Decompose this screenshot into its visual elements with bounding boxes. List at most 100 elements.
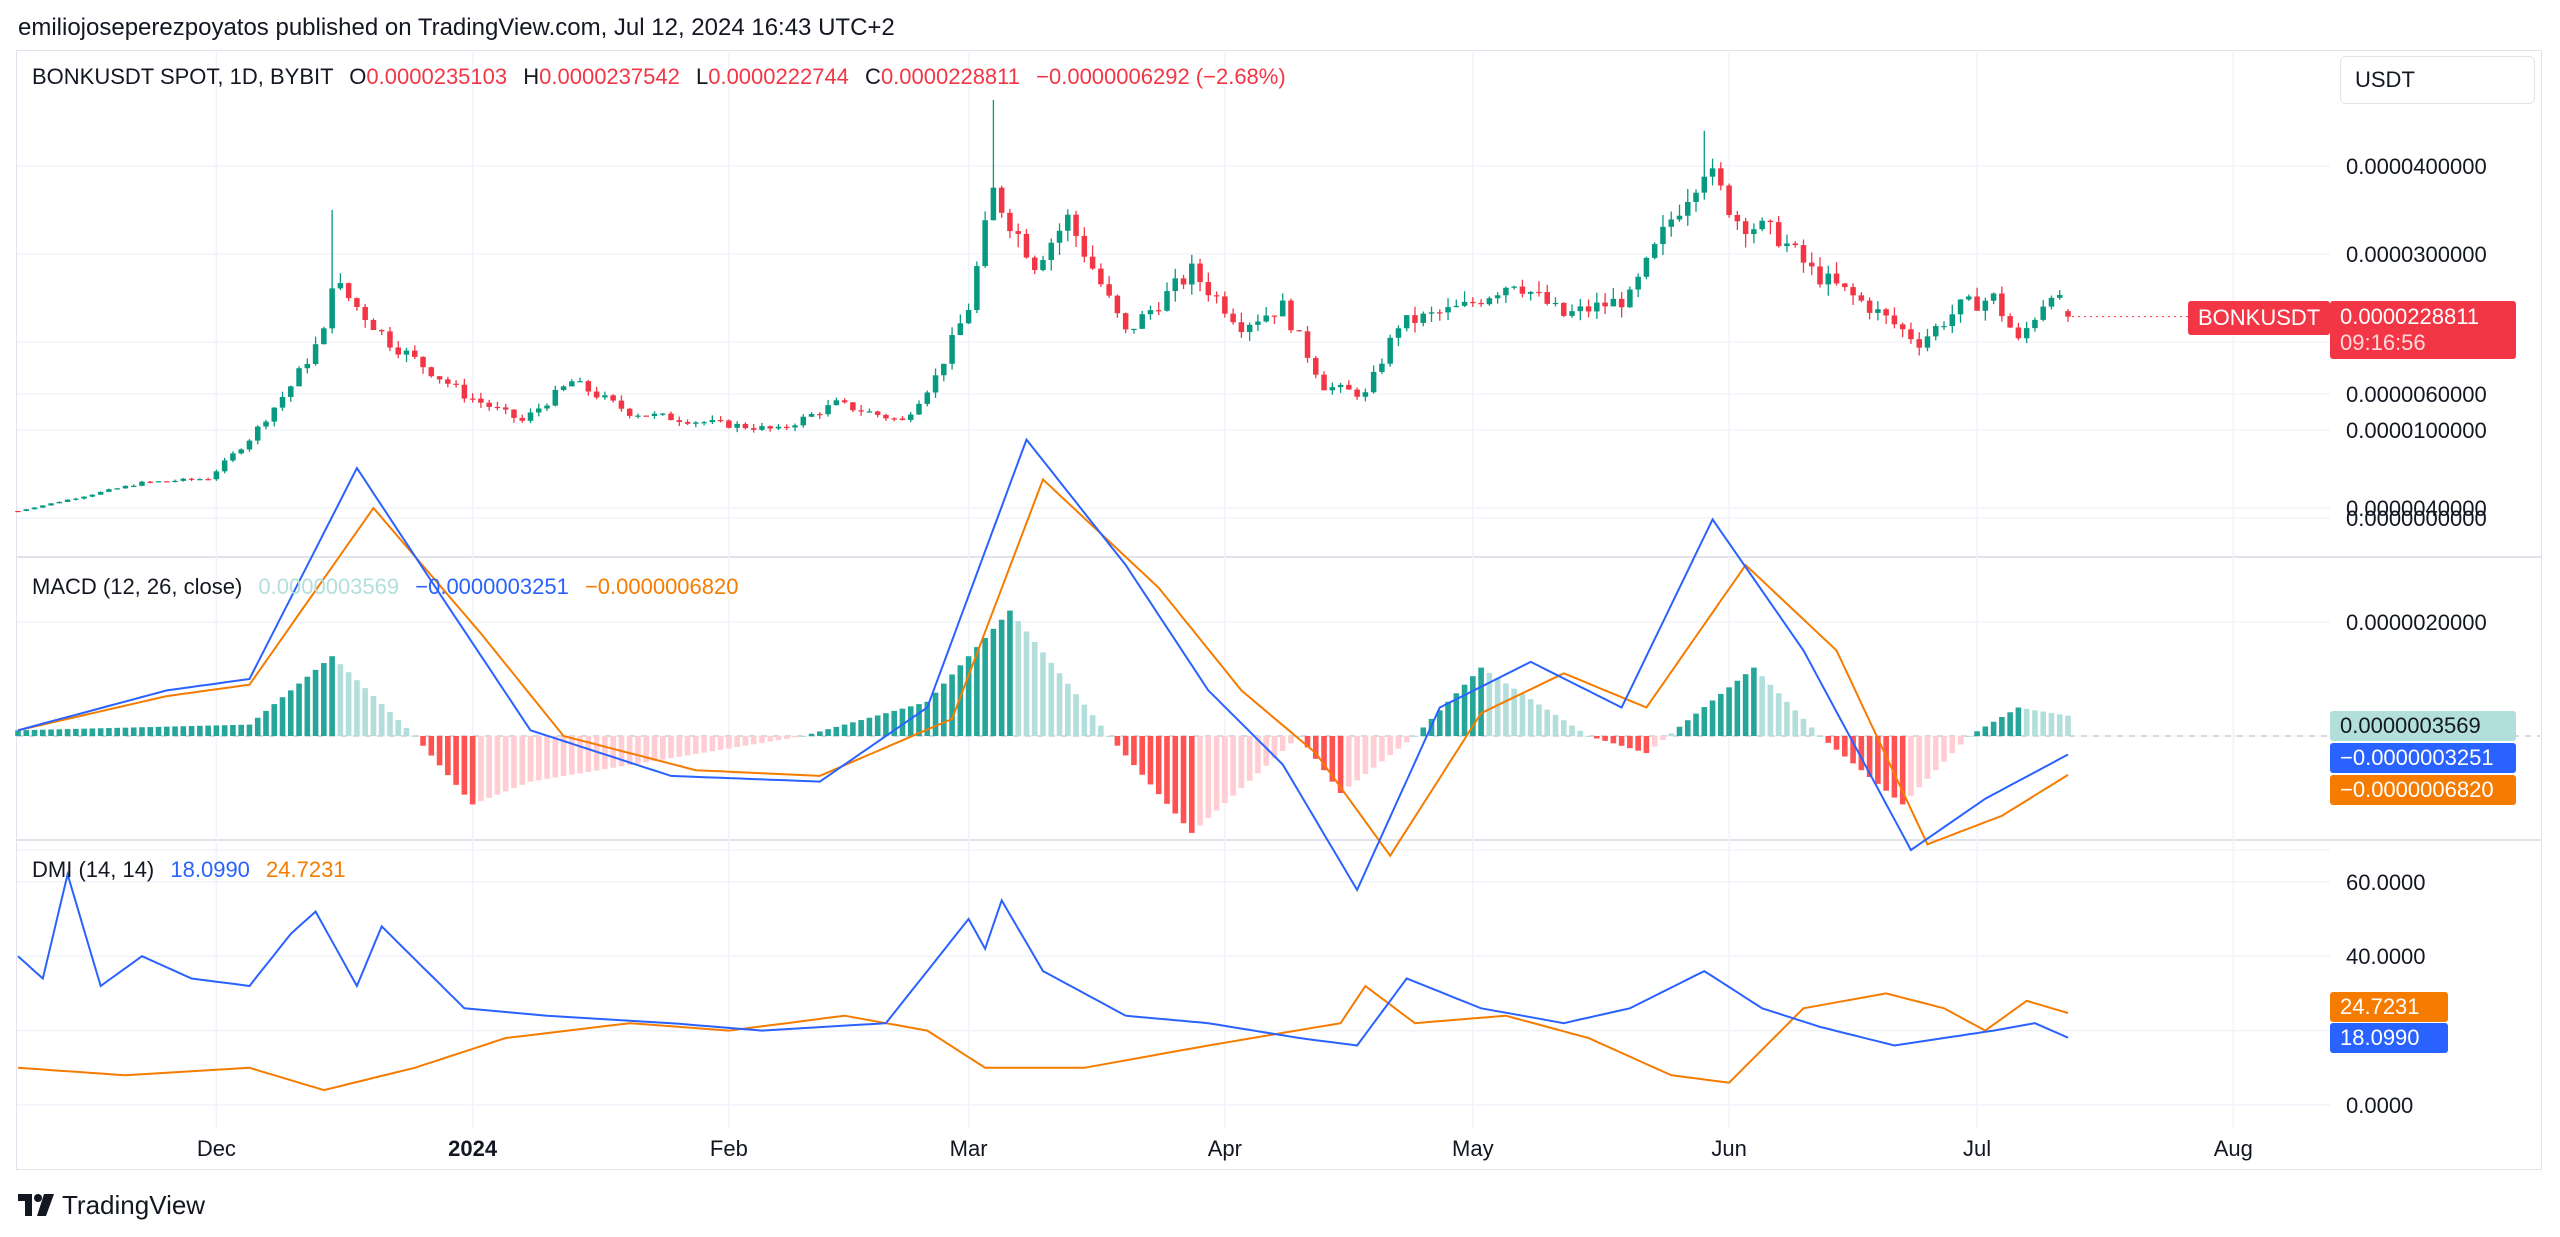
candle-body xyxy=(97,491,104,495)
candle-body xyxy=(1089,256,1096,269)
main-legend: BONKUSDT SPOT, 1D, BYBIT O0.0000235103 H… xyxy=(32,64,1286,90)
candle-body xyxy=(1164,291,1170,311)
macd-histogram-bar xyxy=(1693,713,1699,736)
candle-body xyxy=(726,420,732,428)
macd-histogram-bar xyxy=(1544,709,1551,736)
macd-histogram-bar xyxy=(39,729,46,736)
candle-body xyxy=(1040,260,1046,271)
macd-histogram-bar xyxy=(1684,720,1691,736)
symbol-label[interactable]: BONKUSDT SPOT, 1D, BYBIT xyxy=(32,64,334,89)
macd-histogram-bar xyxy=(1916,736,1923,788)
candle-body xyxy=(31,507,38,510)
macd-histogram-bar xyxy=(345,672,352,736)
macd-histogram-bar xyxy=(2065,715,2071,736)
candle-body xyxy=(1470,301,1476,304)
macd-histogram-bar xyxy=(2032,710,2038,736)
macd-histogram-bar xyxy=(750,736,757,745)
candle-body xyxy=(1180,278,1187,285)
macd-histogram-bar xyxy=(651,736,658,761)
macd-histogram-bar xyxy=(1023,631,1030,736)
macd-histogram-bar xyxy=(1040,652,1046,736)
macd-histogram-bar xyxy=(1114,736,1121,746)
macd-histogram-bar xyxy=(742,736,749,746)
macd-histogram-bar xyxy=(866,717,873,736)
candle-body xyxy=(304,363,311,369)
macd-histogram-bar xyxy=(1494,678,1501,736)
macd-histogram-bar xyxy=(1056,673,1063,736)
candle-body xyxy=(734,423,740,428)
candle-body xyxy=(569,381,575,387)
macd-histogram-bar xyxy=(56,729,63,736)
macd-histogram-bar xyxy=(1858,736,1865,771)
macd-histogram-bar xyxy=(81,728,87,736)
dmi-lines xyxy=(17,870,2069,1092)
candle-body xyxy=(48,503,54,506)
candle-body xyxy=(660,413,666,415)
macd-histogram-bar xyxy=(1982,726,1989,736)
macd-histogram-bar xyxy=(659,736,666,760)
price-tick-label: 0.0000100000 xyxy=(2346,418,2487,443)
macd-histogram-bar xyxy=(792,736,798,738)
macd-histogram-bar xyxy=(1420,727,1427,736)
time-axis-label: Apr xyxy=(1208,1136,1242,1161)
candle-body xyxy=(1751,229,1757,235)
currency-selector[interactable]: USDT xyxy=(2340,56,2535,104)
candle-body xyxy=(693,422,699,424)
candle-body xyxy=(73,498,79,500)
tradingview-logo[interactable]: TradingView xyxy=(18,1190,205,1220)
candle-body xyxy=(1271,315,1278,317)
macd-histogram-bar xyxy=(1519,693,1526,736)
candle-body xyxy=(1668,219,1674,227)
pane-separator-dmi[interactable] xyxy=(16,839,2542,841)
candle-body xyxy=(610,395,616,401)
macd-histogram-bar xyxy=(544,736,550,779)
macd-histogram-bar xyxy=(139,727,145,736)
candle-body xyxy=(412,350,418,357)
candle-body xyxy=(1618,298,1625,308)
candle-body xyxy=(775,426,782,429)
candle-body xyxy=(1899,324,1906,330)
macd-histogram-bar xyxy=(1131,736,1137,766)
candle-body xyxy=(164,481,170,483)
macd-histogram-bar xyxy=(2007,712,2013,736)
macd-histogram-bar xyxy=(1742,674,1749,736)
macd-histogram-bar xyxy=(246,724,253,736)
macd-histogram-bar xyxy=(147,727,154,736)
macd-histogram-bar xyxy=(1949,736,1956,754)
candle-body xyxy=(1205,282,1212,296)
macd-histogram-bar xyxy=(1941,736,1947,762)
candle-body xyxy=(205,479,211,481)
time-axis-label: Dec xyxy=(197,1136,236,1161)
candle-body xyxy=(1461,301,1468,306)
macd-tick-label: 0.0000060000 xyxy=(2346,382,2487,407)
candle-body xyxy=(2007,316,2013,328)
macd-histogram-bar xyxy=(701,736,707,753)
candle-body xyxy=(197,479,203,481)
macd-histogram-bar xyxy=(1304,736,1311,748)
pane-separator-macd[interactable] xyxy=(16,556,2542,558)
candle-body xyxy=(221,460,228,472)
candle-body xyxy=(238,449,244,454)
candle-body xyxy=(56,501,63,504)
price-tick-label: 0.0000300000 xyxy=(2346,242,2487,267)
candle-body xyxy=(23,509,30,511)
candle-body xyxy=(1403,315,1410,329)
macd-histogram-bar xyxy=(1932,736,1939,771)
candle-body xyxy=(784,426,790,428)
candle-body xyxy=(1685,201,1691,216)
candle-body xyxy=(2048,297,2055,307)
macd-histogram xyxy=(15,610,2071,833)
candle-body xyxy=(1577,306,1584,312)
macd-histogram-bar xyxy=(114,727,120,736)
macd-title[interactable]: MACD (12, 26, close) xyxy=(32,574,243,599)
macd-histogram-bar xyxy=(1263,736,1269,766)
macd-histogram-bar xyxy=(420,736,426,746)
open-value: 0.0000235103 xyxy=(366,64,508,89)
macd-histogram-bar xyxy=(1999,717,2005,736)
dmi-title[interactable]: DMI (14, 14) xyxy=(32,857,155,882)
candle-body xyxy=(279,396,286,408)
candle-body xyxy=(1131,328,1137,331)
candle-body xyxy=(1709,168,1716,177)
time-axis-label: Jul xyxy=(1963,1136,1991,1161)
